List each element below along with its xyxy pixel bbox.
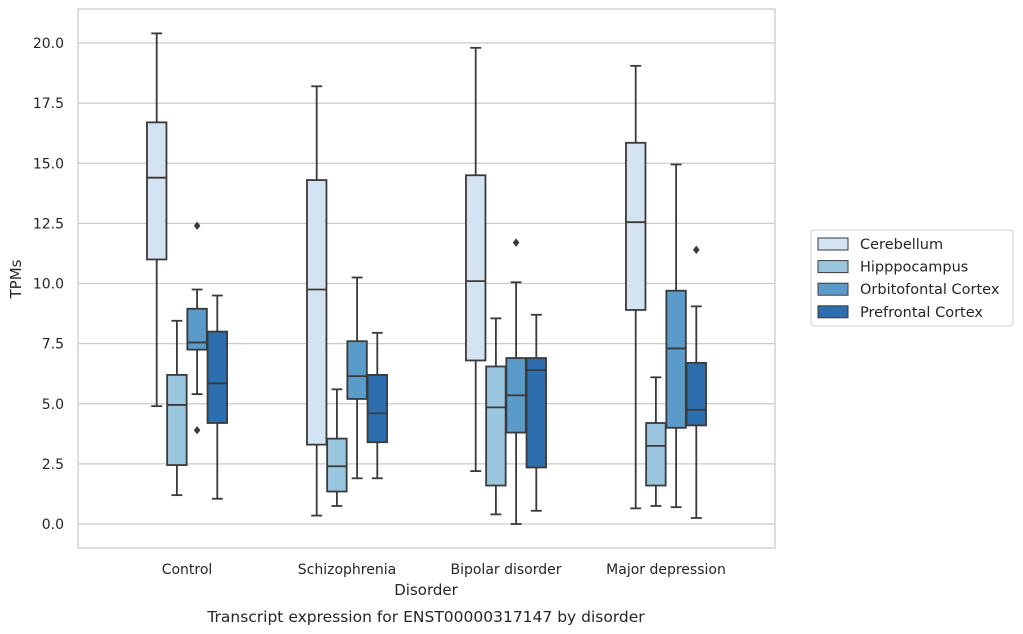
legend-items: Cerebellum Hipppocampus Orbitofontal Corte… <box>817 237 1000 321</box>
x-tick-label: Bipolar disorder <box>450 562 561 578</box>
box-body <box>625 141 647 311</box>
y-tick-labels: 0.0 2.5 5.0 7.5 10.0 12.5 15.0 17.5 20.0 <box>33 36 64 533</box>
legend-label: Prefrontal Cortex <box>860 305 983 321</box>
legend: Cerebellum Hipppocampus Orbitofontal Corte… <box>810 229 1014 327</box>
box <box>485 317 507 516</box>
x-tick-labels: Control Schizophrenia Bipolar disorder Majo… <box>162 562 726 578</box>
outlier-marker <box>193 426 201 435</box>
box-body <box>206 330 228 424</box>
box <box>685 245 707 519</box>
box <box>505 238 527 525</box>
box <box>186 221 208 435</box>
legend-frame <box>810 229 1014 327</box>
y-tick-label: 20.0 <box>33 36 64 52</box>
box <box>525 313 547 512</box>
y-tick-label: 0.0 <box>42 517 64 533</box>
y-tick-label: 10.0 <box>33 277 64 293</box>
box-body <box>346 340 368 400</box>
box-body <box>146 121 168 261</box>
box <box>206 294 228 500</box>
box-body <box>485 365 507 487</box>
legend-label: Orbitofontal Cortex <box>860 282 1000 298</box>
outlier-marker <box>693 245 700 255</box>
y-tick-label: 17.5 <box>33 96 64 112</box>
legend-swatch <box>817 237 849 251</box>
box <box>665 163 687 509</box>
outlier-marker <box>193 221 201 230</box>
legend-label: Hipppocampus <box>860 260 968 276</box>
box-plot-series <box>146 32 707 525</box>
x-tick-label: Control <box>162 562 213 578</box>
plot-frame <box>77 8 776 549</box>
chart-caption: Transcript expression for ENST0000031714… <box>206 608 645 626</box>
box-body <box>306 179 328 446</box>
box-body <box>665 289 687 429</box>
box <box>326 388 348 507</box>
box-body <box>166 373 188 466</box>
outlier-marker <box>512 238 520 247</box>
box-body <box>685 361 707 427</box>
box <box>465 46 487 472</box>
box <box>306 85 328 517</box>
box <box>346 276 368 480</box>
x-axis-label: Disorder <box>394 581 458 599</box>
legend-label: Cerebellum <box>860 237 943 253</box>
box <box>645 376 667 507</box>
y-tick-label: 15.0 <box>33 156 64 172</box>
x-tick-label: Schizophrenia <box>298 562 396 578</box>
legend-swatch <box>817 282 849 296</box>
box-body <box>326 437 348 493</box>
box-body <box>465 174 487 362</box>
box <box>366 331 388 480</box>
box-body <box>525 357 547 469</box>
y-tick-label: 7.5 <box>42 337 64 353</box>
box-body <box>645 422 667 487</box>
box <box>146 32 168 408</box>
box <box>625 64 647 510</box>
x-tick-label: Major depression <box>606 562 726 578</box>
legend-swatch <box>817 260 849 274</box>
legend-swatch <box>817 305 849 319</box>
y-tick-label: 5.0 <box>42 397 64 413</box>
box-body <box>186 307 208 351</box>
box <box>166 319 188 497</box>
y-tick-label: 2.5 <box>42 457 64 473</box>
y-tick-label: 12.5 <box>33 216 64 232</box>
y-axis-label: TPMs <box>7 259 25 299</box>
box-body <box>366 373 388 444</box>
